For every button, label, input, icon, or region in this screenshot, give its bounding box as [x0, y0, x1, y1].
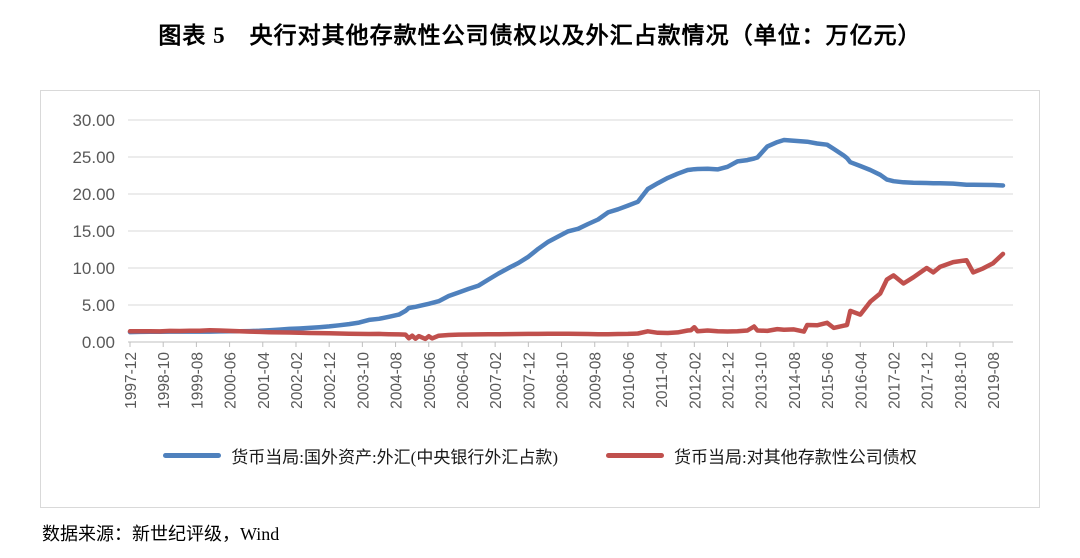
x-axis-label: 2018-10 [953, 352, 970, 409]
legend-label-fx: 货币当局:国外资产:外汇(中央银行外汇占款) [231, 448, 559, 467]
x-axis-label: 2001-04 [256, 352, 273, 409]
x-axis-label: 2005-06 [422, 352, 439, 409]
x-axis-label: 1999-08 [189, 352, 206, 409]
chart-legend: 货币当局:国外资产:外汇(中央银行外汇占款) 货币当局:对其他存款性公司债权 [41, 443, 1039, 468]
data-source-note: 数据来源：新世纪评级，Wind [42, 524, 280, 544]
x-axis-label: 2007-02 [488, 352, 505, 409]
x-axis-label: 2000-06 [223, 352, 240, 409]
odc-series-line [127, 251, 1006, 342]
x-axis-label: 2010-06 [621, 352, 638, 409]
x-axis-label: 2002-02 [289, 352, 306, 409]
x-axis-label: 2013-10 [754, 352, 771, 409]
y-axis-label: 10.00 [72, 259, 115, 278]
x-axis-label: 2008-10 [555, 352, 572, 409]
chart-svg: 0.00 5.00 10.00 15.00 20.00 25.00 30.00 1997-12… [72, 111, 1013, 409]
figure-title: 图表 5 央行对其他存款性公司债权以及外汇占款情况（单位：万亿元） [158, 23, 922, 48]
x-axis-label: 2017-02 [886, 352, 903, 409]
y-axis-label: 30.00 [72, 111, 115, 130]
legend-item-fx: 货币当局:国外资产:外汇(中央银行外汇占款) [163, 443, 558, 468]
fx-line-swatch-icon [163, 453, 222, 458]
x-axis-label: 1997-12 [123, 352, 140, 409]
y-axis-label: 15.00 [72, 222, 115, 241]
y-axis-label: 25.00 [72, 148, 115, 167]
legend-label-odc: 货币当局:对其他存款性公司债权 [674, 448, 917, 467]
x-axis-label: 1998-10 [156, 352, 173, 409]
legend-item-odc: 货币当局:对其他存款性公司债权 [606, 443, 917, 468]
x-axis-label: 2009-08 [588, 352, 605, 409]
y-axis-label: 0.00 [82, 333, 115, 352]
x-axis-label: 2012-12 [721, 352, 738, 409]
x-axis-label: 2016-04 [853, 352, 870, 409]
x-axis-label: 2015-06 [820, 352, 837, 409]
fx-series-line [127, 137, 1006, 335]
x-axis-label: 2019-08 [986, 352, 1003, 409]
y-axis-label: 20.00 [72, 185, 115, 204]
x-axis-label: 2012-02 [687, 352, 704, 409]
x-axis-label: 2017-12 [920, 352, 937, 409]
y-axis-label: 5.00 [82, 296, 115, 315]
x-axis-label: 2014-08 [787, 352, 804, 409]
x-axis-label: 2003-10 [355, 352, 372, 409]
chart-frame: 0.00 5.00 10.00 15.00 20.00 25.00 30.00 1997-12… [40, 90, 1040, 508]
x-axis-label: 2006-04 [455, 352, 472, 409]
x-axis-label: 2002-12 [322, 352, 339, 409]
x-axis-label: 2007-12 [521, 352, 538, 409]
x-axis-label: 2011-04 [654, 352, 671, 408]
odc-line-swatch-icon [606, 453, 665, 458]
x-axis-label: 2004-08 [389, 352, 406, 409]
